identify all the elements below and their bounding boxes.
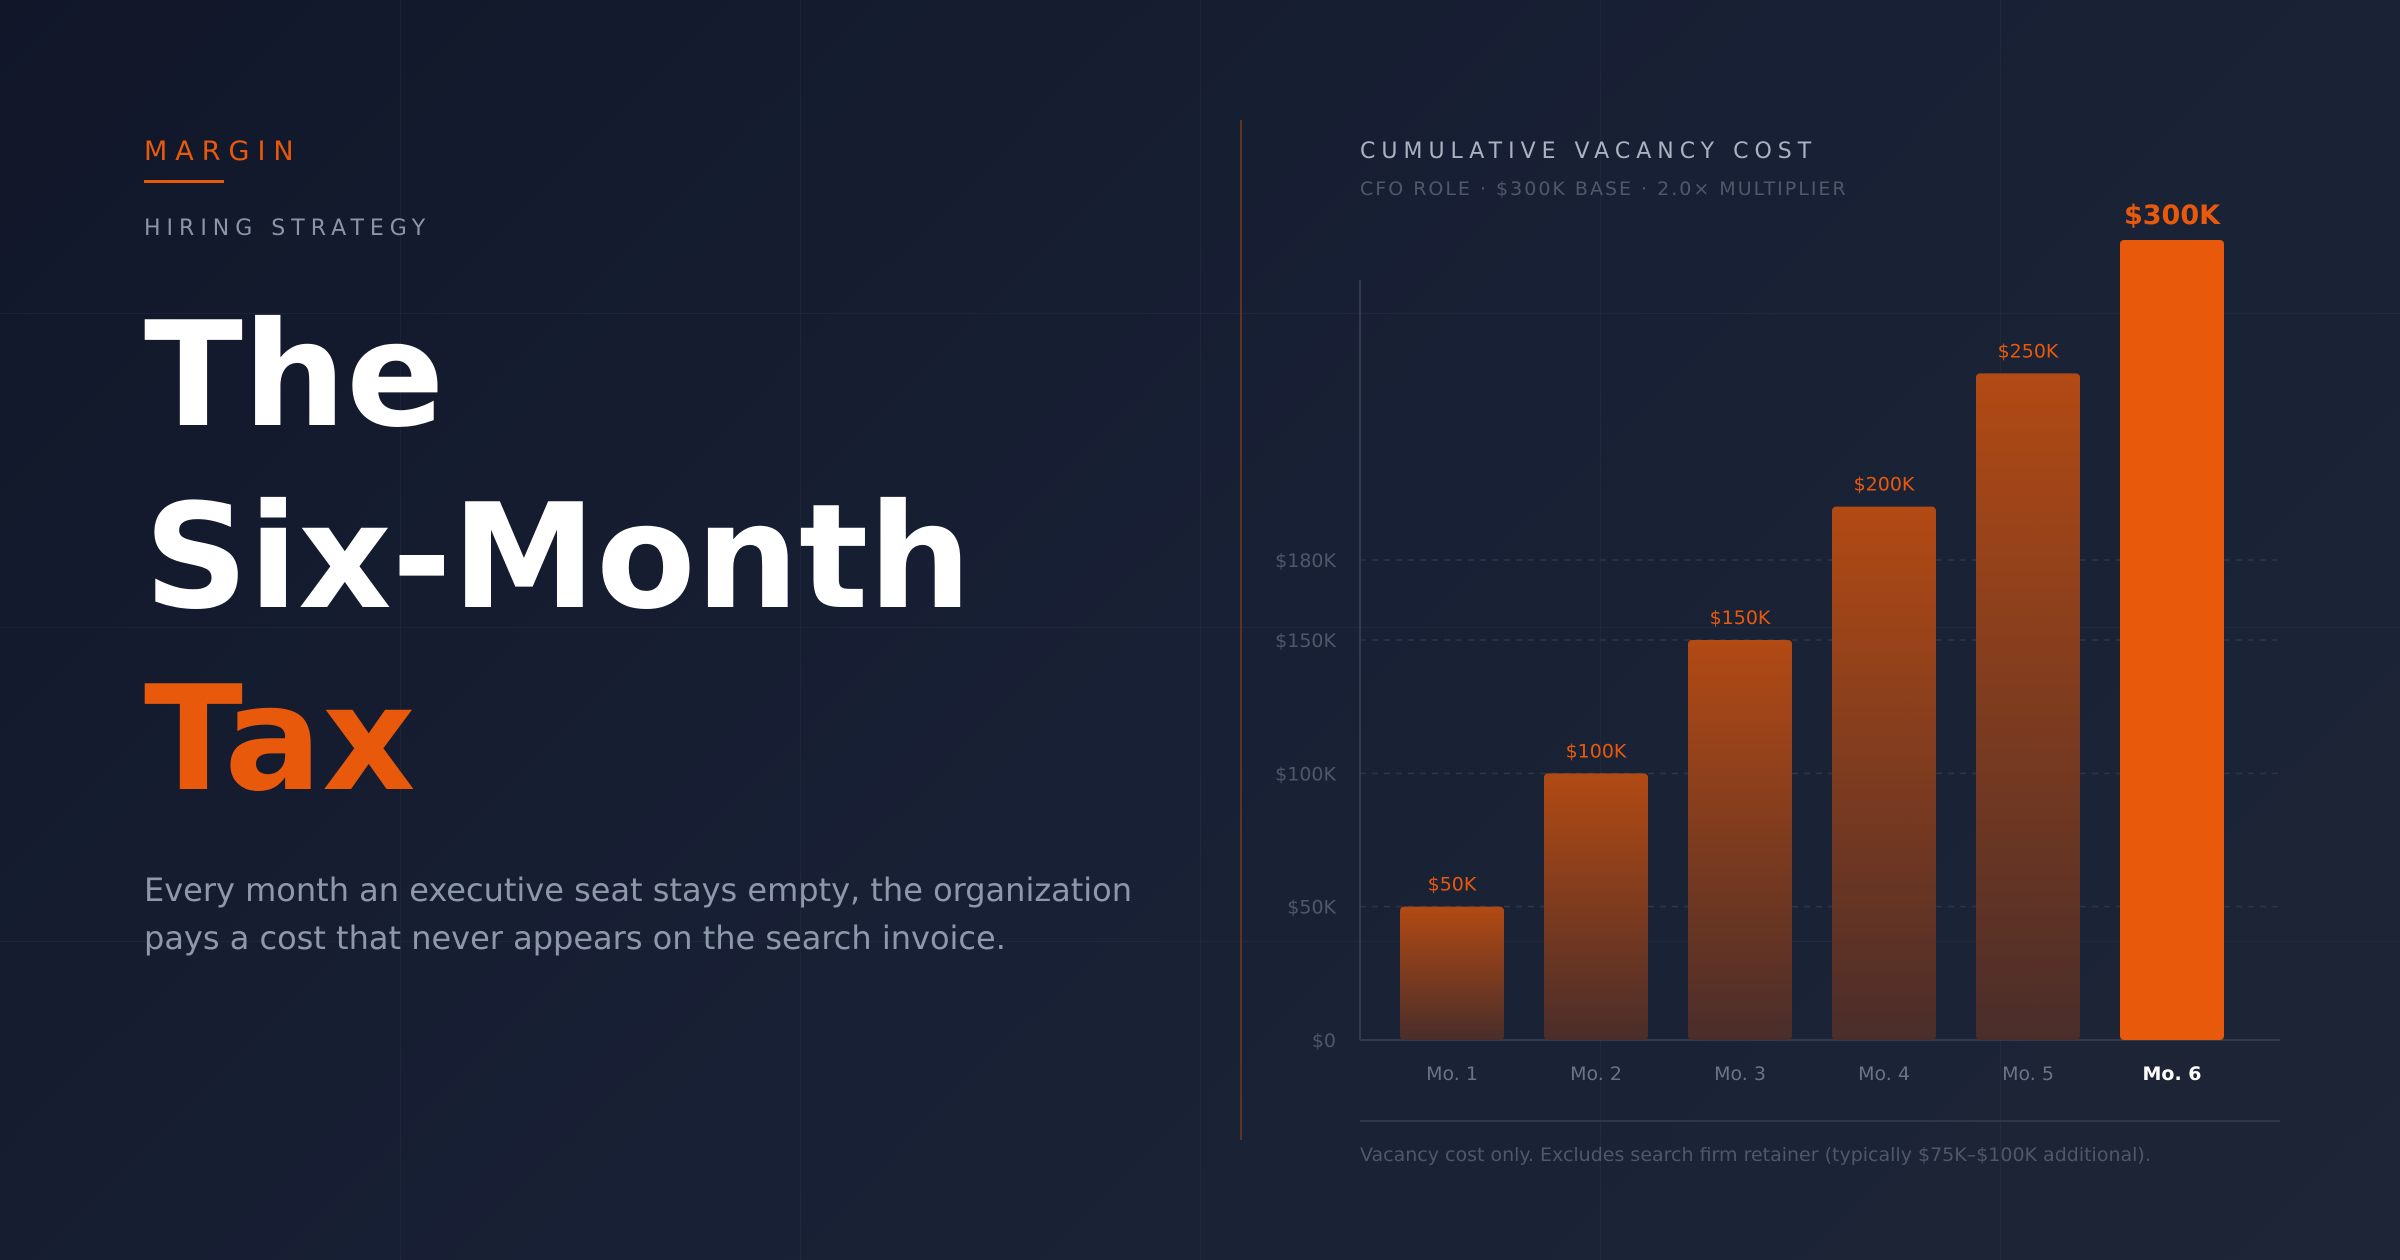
hero-panel: MARGIN HIRING STRATEGY The Six-Month Tax… bbox=[144, 0, 1194, 1260]
x-tick-label: Mo. 3 bbox=[1714, 1063, 1766, 1085]
y-tick-label: $180K bbox=[1275, 550, 1336, 572]
x-tick-label: Mo. 5 bbox=[2002, 1063, 2054, 1085]
y-tick-label: $100K bbox=[1275, 763, 1336, 785]
chart-title: CUMULATIVE VACANCY COST bbox=[1360, 139, 1818, 164]
x-tick-label: Mo. 6 bbox=[2142, 1063, 2201, 1085]
footnote-rule bbox=[1360, 1120, 2280, 1122]
brand-wordmark: MARGIN bbox=[144, 136, 302, 167]
bar-mo-2 bbox=[1544, 773, 1648, 1040]
eyebrow-label: HIRING STRATEGY bbox=[144, 216, 432, 241]
y-tick-label: $50K bbox=[1287, 897, 1336, 919]
bar-mo-5 bbox=[1976, 373, 2080, 1040]
bar-value-label: $250K bbox=[1998, 340, 2059, 362]
section-divider bbox=[1240, 120, 1242, 1140]
title-line-1: The bbox=[144, 291, 445, 460]
bar-value-label: $200K bbox=[1854, 474, 1915, 496]
bar-mo-3 bbox=[1688, 640, 1792, 1040]
bar-mo-6 bbox=[2120, 240, 2224, 1040]
chart-subtitle: CFO ROLE · $300K BASE · 2.0× MULTIPLIER bbox=[1360, 178, 1848, 200]
bar-mo-4 bbox=[1832, 506, 1936, 1041]
page-title: The Six-Month Tax bbox=[144, 285, 972, 831]
x-tick-label: Mo. 2 bbox=[1570, 1063, 1622, 1085]
title-line-3: Tax bbox=[144, 655, 416, 824]
y-tick-label: $150K bbox=[1275, 630, 1336, 652]
x-tick-label: Mo. 1 bbox=[1426, 1063, 1478, 1085]
chart-footnote: Vacancy cost only. Excludes search firm … bbox=[1360, 1144, 2151, 1166]
y-tick-label: $0 bbox=[1312, 1030, 1336, 1052]
bar-value-label: $100K bbox=[1566, 740, 1627, 762]
bar-value-label: $150K bbox=[1710, 607, 1771, 629]
lede-text: Every month an executive seat stays empt… bbox=[144, 871, 1133, 957]
bar-value-label: $50K bbox=[1428, 874, 1477, 896]
x-tick-label: Mo. 4 bbox=[1858, 1063, 1910, 1085]
brand-underline bbox=[144, 180, 224, 183]
bar-value-label: $300K bbox=[2124, 200, 2221, 231]
title-line-2: Six-Month bbox=[144, 473, 972, 642]
bar-mo-1 bbox=[1400, 906, 1504, 1040]
